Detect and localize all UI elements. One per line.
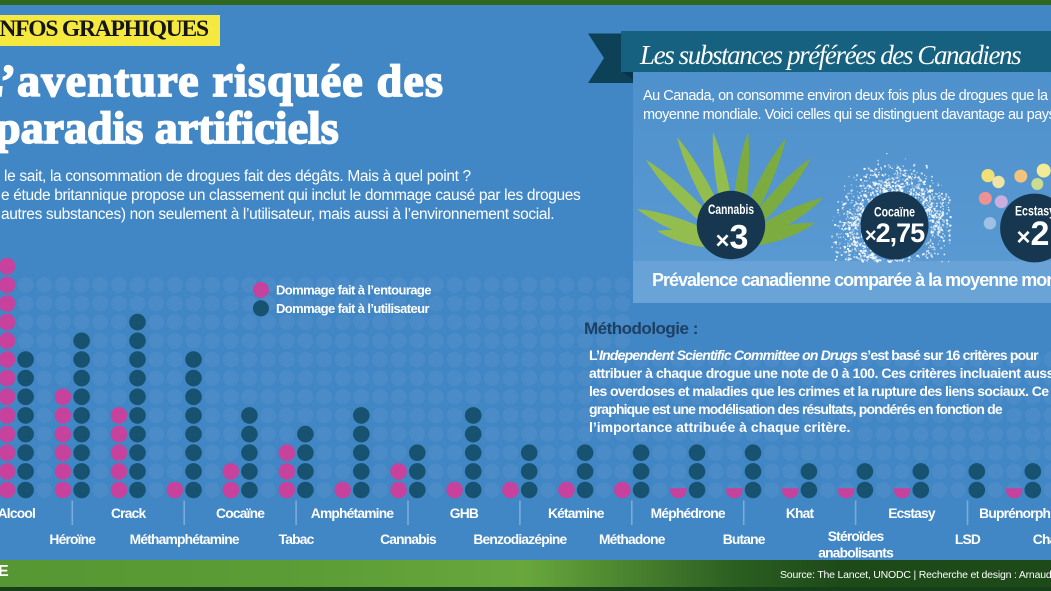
- svg-text:Méthadone: Méthadone: [599, 532, 666, 547]
- svg-text:Stéroïdes: Stéroïdes: [828, 529, 885, 544]
- svg-text:Cannabis: Cannabis: [380, 532, 437, 547]
- svg-text:Buprénorphine: Buprénorphine: [979, 506, 1051, 521]
- svg-text:Amphétamine: Amphétamine: [311, 506, 395, 521]
- svg-text:Cannabis: Cannabis: [708, 201, 754, 217]
- svg-text:Méthamphétamine: Méthamphétamine: [130, 532, 240, 547]
- svg-text:Ecstasy: Ecstasy: [888, 506, 936, 521]
- svg-text:anabolisants: anabolisants: [818, 546, 894, 561]
- svg-text:Benzodiazépine: Benzodiazépine: [473, 532, 567, 547]
- svg-text:Khat: Khat: [786, 506, 815, 521]
- svg-text:Butane: Butane: [723, 532, 766, 547]
- svg-text:LSD: LSD: [955, 532, 981, 547]
- svg-text:Alcool: Alcool: [0, 506, 35, 521]
- svg-text:Cocaïne: Cocaïne: [216, 506, 265, 521]
- svg-text:Champignons: Champignons: [1033, 532, 1051, 547]
- svg-text:Tabac: Tabac: [279, 532, 315, 547]
- svg-text:Héroïne: Héroïne: [49, 532, 96, 547]
- svg-text:Ecstasy: Ecstasy: [1015, 203, 1051, 219]
- svg-text:×2,75: ×2,75: [865, 218, 925, 248]
- svg-text:Cocaïne: Cocaïne: [874, 204, 915, 220]
- svg-text:Kétamine: Kétamine: [548, 506, 605, 521]
- svg-text:Méphédrone: Méphédrone: [651, 506, 726, 521]
- svg-text:Dommage fait à l’utilisateur: Dommage fait à l’utilisateur: [276, 301, 430, 316]
- svg-text:×3: ×3: [716, 219, 749, 257]
- svg-text:Crack: Crack: [111, 506, 146, 521]
- svg-text:Dommage fait à l’entourage: Dommage fait à l’entourage: [276, 283, 431, 298]
- svg-text:GHB: GHB: [450, 506, 479, 521]
